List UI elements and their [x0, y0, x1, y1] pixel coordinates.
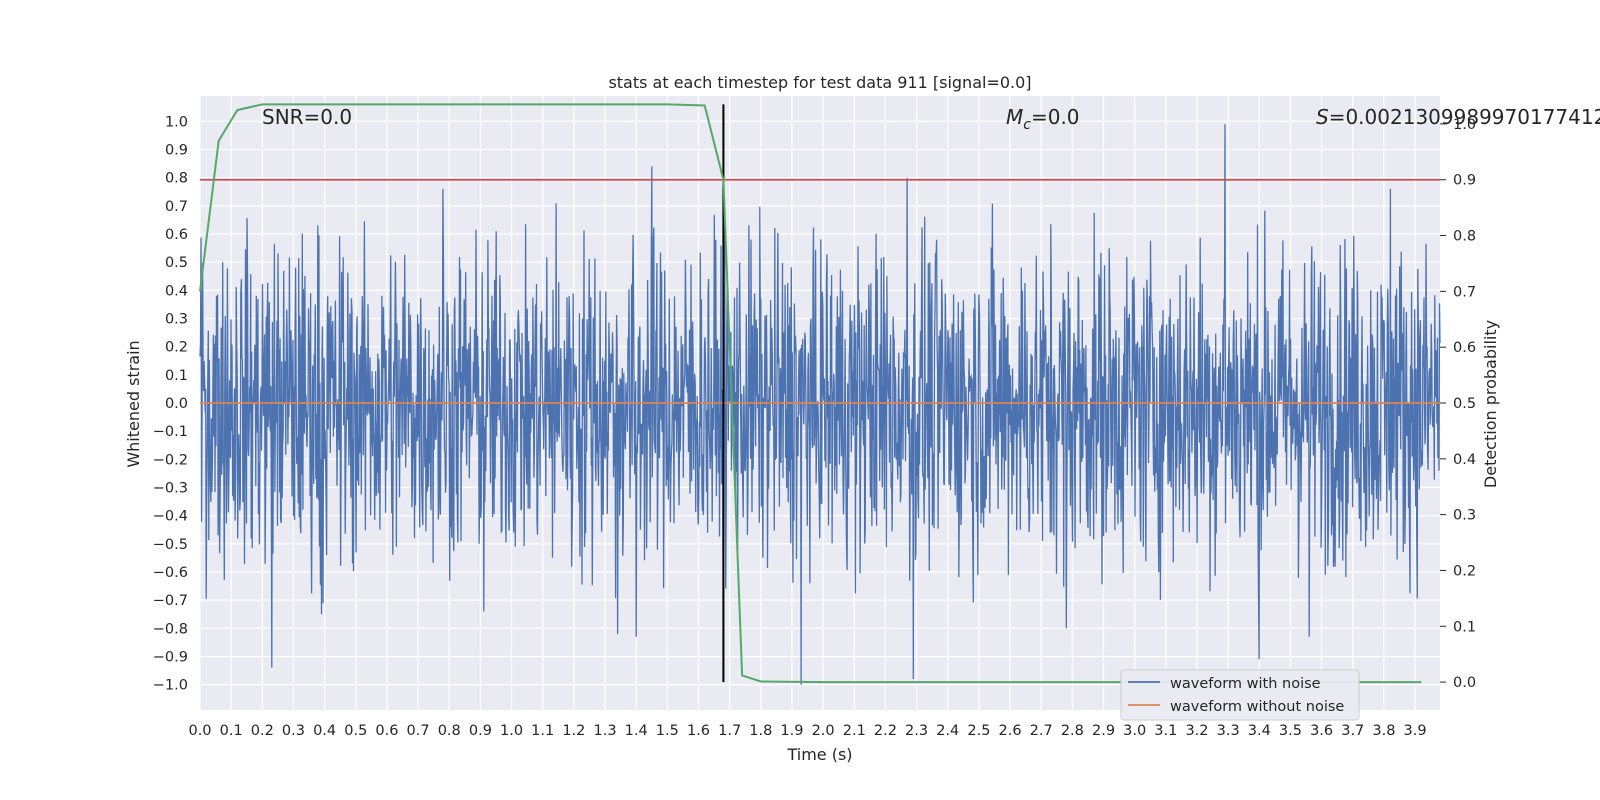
- noise-waveform-line: [199, 124, 1441, 685]
- x-tick-label: 1.5: [656, 723, 679, 739]
- x-tick-label: 3.4: [1248, 723, 1271, 739]
- annotation-mc: Mc=0.0: [1006, 105, 1080, 133]
- annotation-mc-subscript: c: [1023, 117, 1031, 133]
- series-waveform-with-noise: [199, 124, 1441, 685]
- y-tick-label: −0.2: [153, 452, 188, 468]
- x-tick-label: 2.1: [843, 723, 866, 739]
- x-tick-label: 2.7: [1030, 723, 1053, 739]
- x-tick-label: 1.8: [749, 723, 772, 739]
- x-tick-label: 2.4: [936, 723, 959, 739]
- y2-tick-label: 0.9: [1453, 173, 1476, 189]
- x-tick-label: 3.5: [1279, 723, 1302, 739]
- legend-box: [1120, 669, 1360, 721]
- x-tick-label: 3.3: [1217, 723, 1240, 739]
- x-tick-label: 0.6: [375, 723, 398, 739]
- y-tick-label: 0.5: [165, 255, 188, 271]
- x-tick-label: 0.0: [188, 723, 211, 739]
- x-tick-label: 2.2: [874, 723, 897, 739]
- y-tick-label: −0.9: [153, 649, 188, 665]
- x-tick-label: 2.3: [905, 723, 928, 739]
- x-tick-label: 1.4: [625, 723, 648, 739]
- x-tick-label: 0.8: [438, 723, 461, 739]
- x-tick-label: 3.1: [1154, 723, 1177, 739]
- y2-tick-label: 0.7: [1453, 284, 1476, 300]
- x-tick-label: 0.2: [251, 723, 274, 739]
- x-tick-label: 3.9: [1404, 723, 1427, 739]
- y-tick-label: 0.7: [165, 199, 188, 215]
- annotation-s-value: =0.0021309989970177412: [1329, 105, 1600, 129]
- x-tick-label: 1.3: [593, 723, 616, 739]
- x-tick-label: 1.6: [687, 723, 710, 739]
- x-tick-label: 0.7: [407, 723, 430, 739]
- annotation-snr: SNR=0.0: [262, 105, 352, 129]
- x-tick-label: 1.1: [531, 723, 554, 739]
- x-tick-label: 3.6: [1310, 723, 1333, 739]
- y-tick-label: −0.5: [153, 537, 188, 553]
- y-tick-label: 0.1: [165, 368, 188, 384]
- x-tick-label: 3.2: [1185, 723, 1208, 739]
- y-tick-label: 0.6: [165, 227, 188, 243]
- x-tick-label: 0.9: [469, 723, 492, 739]
- y-tick-label: 1.0: [165, 114, 188, 130]
- annotation-mc-symbol: M: [1006, 105, 1023, 129]
- y2-tick-labels: 1.0 0.9 0.8 0.7 0.6 0.5 0.4 0.3 0.2 0.1 0.0: [1440, 117, 1476, 691]
- chart-title: stats at each timestep for test data 911…: [608, 73, 1031, 92]
- x-tick-label: 1.2: [562, 723, 585, 739]
- lines: [199, 103, 1440, 684]
- x-tick-label: 2.9: [1092, 723, 1115, 739]
- detection-probability-line: [199, 103, 1422, 684]
- y-tick-label: −0.4: [153, 509, 188, 525]
- y-tick-label: −0.8: [153, 621, 188, 637]
- x-tick-label: 2.6: [999, 723, 1022, 739]
- y-tick-label: −0.6: [153, 565, 188, 581]
- y-tick-label: 0.9: [165, 143, 188, 159]
- y-tick-label: −0.1: [153, 424, 188, 440]
- y-tick-labels: 1.0 0.9 0.8 0.7 0.6 0.5 0.4 0.3 0.2 0.1 0.0 −0.1 −0.…: [153, 114, 188, 693]
- y-tick-label: 0.8: [165, 171, 188, 187]
- x-tick-label: 2.0: [812, 723, 835, 739]
- annotation-s-symbol: S: [1316, 105, 1329, 129]
- y2-axis-label: Detection probability: [1481, 320, 1500, 488]
- y-axis-label: Whitened strain: [124, 340, 143, 467]
- y-tick-label: 0.2: [165, 340, 188, 356]
- annotation-mc-value: =0.0: [1031, 105, 1080, 129]
- legend-label-clean: waveform without noise: [1170, 699, 1344, 715]
- x-tick-label: 3.7: [1341, 723, 1364, 739]
- x-tick-label: 1.7: [718, 723, 741, 739]
- annotation-s: S=0.0021309989970177412: [1316, 105, 1600, 129]
- x-tick-label: 1.0: [500, 723, 523, 739]
- y2-tick-label: 0.5: [1453, 396, 1476, 412]
- y2-tick-label: 1.0: [1453, 117, 1476, 133]
- x-tick-label: 0.1: [220, 723, 243, 739]
- x-tick-label: 1.9: [780, 723, 803, 739]
- legend: waveform with noise waveform without noi…: [1120, 669, 1360, 721]
- x-tick-label: 2.5: [967, 723, 990, 739]
- x-tick-label: 0.4: [313, 723, 336, 739]
- y-tick-label: 0.3: [165, 312, 188, 328]
- x-tick-label: 3.8: [1372, 723, 1395, 739]
- y2-tick-label: 0.1: [1453, 619, 1476, 635]
- y-tick-label: −0.3: [153, 480, 188, 496]
- y2-tick-label: 0.0: [1453, 675, 1476, 691]
- y-tick-label: −0.7: [153, 593, 188, 609]
- x-tick-labels: 0.0 0.1 0.2 0.3 0.4 0.5 0.6 0.7 0.8 0.9 1.0 1.1 1.2 1…: [188, 723, 1426, 739]
- y2-tick-label: 0.8: [1453, 229, 1476, 245]
- x-axis-label: Time (s): [786, 745, 852, 764]
- y2-tick-label: 0.2: [1453, 563, 1476, 579]
- y-tick-label: −1.0: [153, 678, 188, 694]
- x-tick-label: 3.0: [1123, 723, 1146, 739]
- x-tick-label: 0.3: [282, 723, 305, 739]
- x-tick-label: 2.8: [1061, 723, 1084, 739]
- y2-tick-label: 0.3: [1453, 508, 1476, 524]
- legend-label-noise: waveform with noise: [1170, 676, 1321, 692]
- y2-tick-label: 0.6: [1453, 340, 1476, 356]
- y-tick-label: 0.0: [165, 396, 188, 412]
- x-tick-label: 0.5: [344, 723, 367, 739]
- y2-tick-label: 0.4: [1453, 452, 1476, 468]
- y-tick-label: 0.4: [165, 283, 188, 299]
